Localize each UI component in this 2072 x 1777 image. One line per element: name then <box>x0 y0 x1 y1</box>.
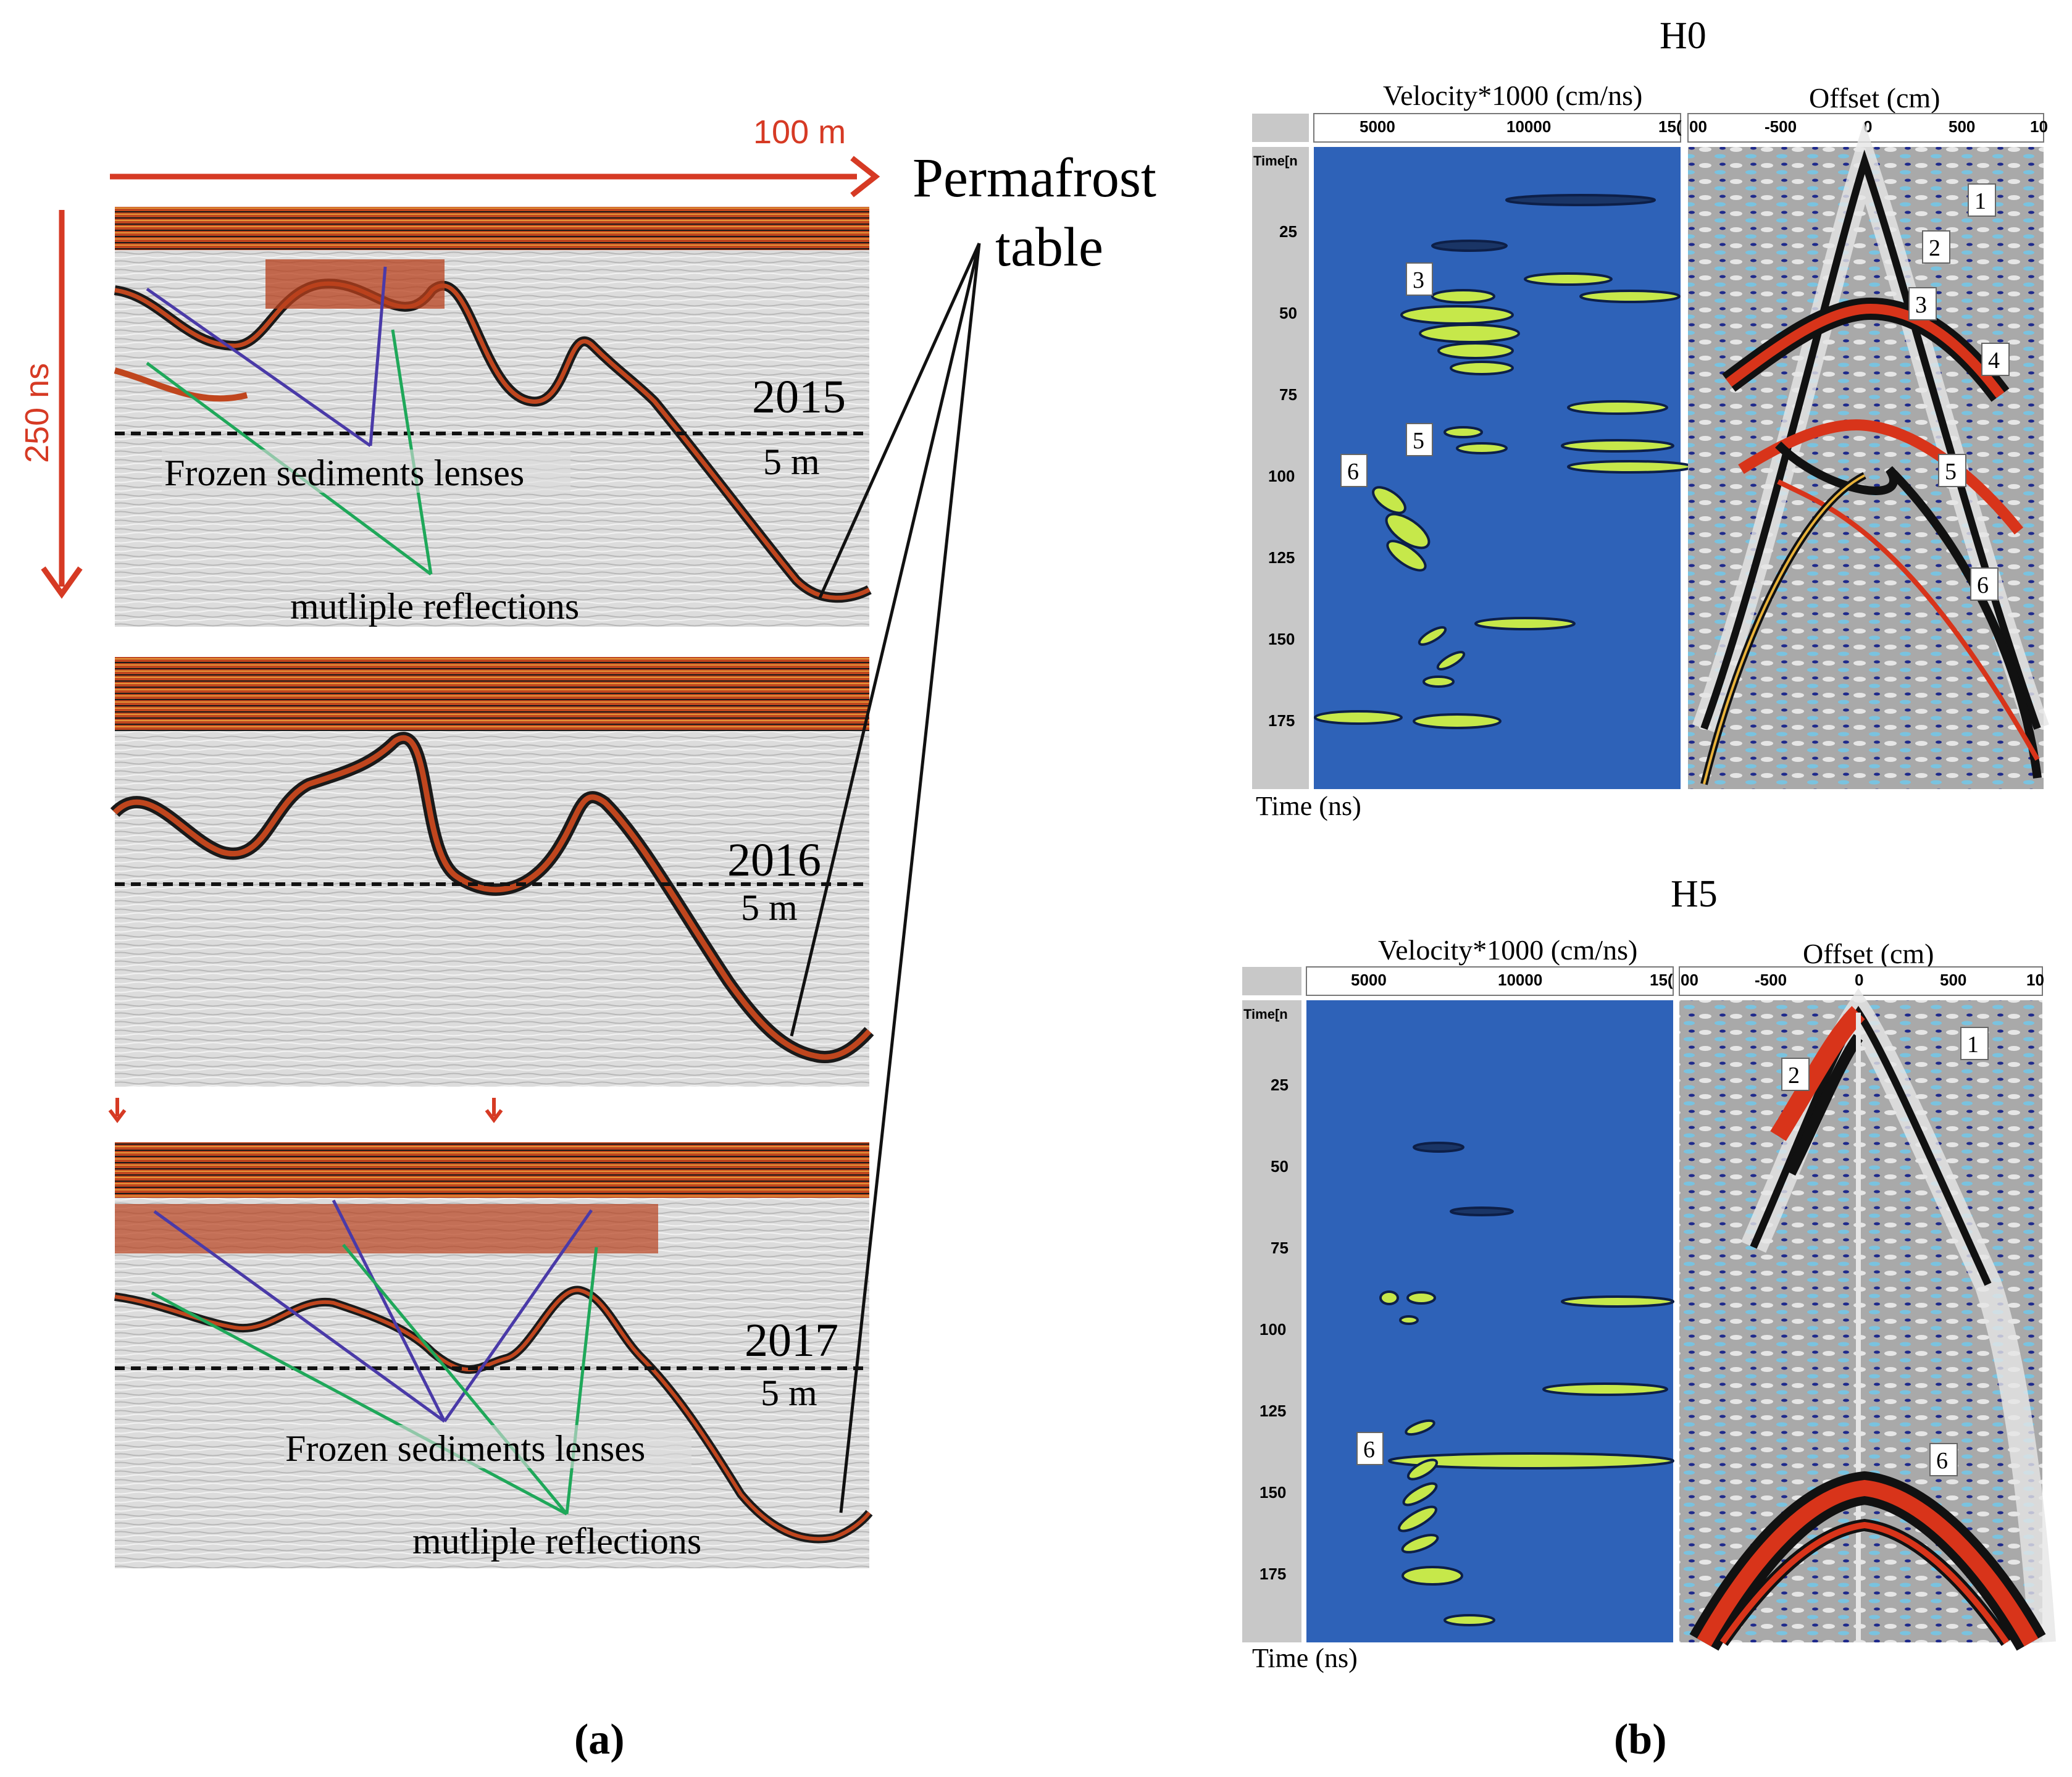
velocity-tick: 10000 <box>1506 117 1551 136</box>
offset-markers: 1 2 3 4 5 6 <box>1908 183 2010 601</box>
time-tick: 25 <box>1279 222 1297 241</box>
profile-2016: 2016 5 m <box>110 657 874 1087</box>
multiple-pointer-lines <box>151 1244 598 1516</box>
svg-text:2: 2 <box>1929 235 1940 261</box>
semblance-blobs <box>1379 1142 1674 1626</box>
depth-label: 5 m <box>761 1373 817 1413</box>
velocity-tick: 5000 <box>1351 971 1387 989</box>
time-tick: 175 <box>1268 711 1295 730</box>
block-title: H0 <box>1660 15 1706 57</box>
offset-tick: -500 <box>1765 117 1797 136</box>
offset-tick: 0 <box>1855 971 1863 989</box>
offset-tick: 10 <box>2026 971 2044 989</box>
velocity-axis-title: Velocity*1000 (cm/ns) <box>1378 934 1637 966</box>
lens-pointer-lines <box>146 266 387 448</box>
panel-b: H0 Velocity*1000 (cm/ns) Offset (cm) 500… <box>1242 15 2056 1763</box>
profile-year: 2015 <box>752 371 846 423</box>
svg-text:3: 3 <box>1413 267 1424 293</box>
svg-text:6: 6 <box>1936 1448 1948 1474</box>
offset-markers: 1 2 6 <box>1781 1027 1989 1476</box>
velocity-tick: 15( <box>1658 117 1682 136</box>
svg-text:4: 4 <box>1988 348 2000 374</box>
velocity-markers: 6 <box>1356 1432 1384 1465</box>
block-title: H5 <box>1671 873 1718 915</box>
time-tick: 150 <box>1268 630 1295 648</box>
permafrost-label: table <box>995 217 1103 278</box>
semblance-blobs <box>1314 194 1693 729</box>
profile-2015: 2015 5 m Frozen sediments lenses mutlipl… <box>114 207 872 627</box>
panel-a: 100 m 250 ns 2015 5 m Frozen sediments l… <box>19 114 1156 1763</box>
offset-tick: 500 <box>1940 971 1966 989</box>
svg-text:5: 5 <box>1413 428 1424 454</box>
velocity-markers: 3 5 6 <box>1340 262 1433 487</box>
time-tick: 75 <box>1271 1239 1289 1257</box>
time-tick: 100 <box>1259 1320 1286 1339</box>
time-axis-label: Time (ns) <box>1252 1643 1358 1673</box>
semblance-panel <box>1306 1000 1673 1642</box>
distance-arrow-head <box>850 156 880 198</box>
velocity-tick: 5000 <box>1360 117 1395 136</box>
time-tick: 25 <box>1271 1076 1289 1094</box>
permafrost-label: Permafrost <box>913 148 1156 209</box>
time-tick: 75 <box>1279 385 1297 404</box>
hyperbola-events <box>1692 121 2049 785</box>
time-tick: 100 <box>1268 467 1295 485</box>
svg-text:5: 5 <box>1945 459 1957 485</box>
time-arrow-head <box>41 566 83 599</box>
time-axis-label: Time (ns) <box>1256 791 1361 821</box>
offset-axis-title: Offset (cm) <box>1803 938 1934 969</box>
depth-label: 5 m <box>763 441 820 482</box>
time-tick: 50 <box>1271 1157 1289 1176</box>
velocity-axis-title: Velocity*1000 (cm/ns) <box>1383 80 1642 111</box>
profile-year: 2016 <box>727 834 821 886</box>
time-axis-header: Time[n <box>1243 1006 1288 1022</box>
svg-text:6: 6 <box>1977 572 1989 598</box>
lens-pointer-lines <box>153 1199 593 1423</box>
velocity-tick: 15( <box>1650 971 1673 989</box>
time-axis-header: Time[n <box>1253 153 1298 169</box>
time-tick: 50 <box>1279 304 1297 322</box>
hyperbola-events <box>1689 988 2056 1651</box>
frozen-lenses-label: Frozen sediments lenses <box>164 453 524 493</box>
offset-tick: 500 <box>1949 117 1975 136</box>
depth-label: 5 m <box>741 887 798 928</box>
offset-tick: 00 <box>1689 117 1707 136</box>
velocity-analysis-h5: H5 Velocity*1000 (cm/ns) Offset (cm) 500… <box>1242 873 2056 1673</box>
offset-tick: 10 <box>2030 117 2048 136</box>
time-tick: 175 <box>1259 1565 1286 1583</box>
svg-text:3: 3 <box>1915 292 1927 318</box>
svg-text:1: 1 <box>1974 188 1986 214</box>
svg-text:6: 6 <box>1363 1437 1375 1463</box>
profile-2017: 2017 5 m Frozen sediments lenses mutlipl… <box>114 1142 873 1568</box>
velocity-tick: 10000 <box>1498 971 1542 989</box>
offset-tick: 00 <box>1681 971 1698 989</box>
time-tick: 125 <box>1268 548 1295 567</box>
offset-axis-title: Offset (cm) <box>1809 82 1940 114</box>
distance-scale-label: 100 m <box>753 114 846 151</box>
permafrost-pointer-lines <box>790 242 981 1513</box>
svg-text:2: 2 <box>1788 1063 1800 1089</box>
marker-arrow <box>108 1098 127 1123</box>
time-scale-label: 250 ns <box>19 363 56 463</box>
profile-year: 2017 <box>745 1315 838 1366</box>
frozen-lenses-label: Frozen sediments lenses <box>285 1428 645 1469</box>
time-tick: 150 <box>1259 1483 1286 1502</box>
multiple-reflections-label: mutliple reflections <box>290 586 579 627</box>
velocity-analysis-h0: H0 Velocity*1000 (cm/ns) Offset (cm) 500… <box>1252 15 2049 821</box>
panel-caption: (b) <box>1614 1716 1667 1763</box>
panel-caption: (a) <box>574 1716 625 1763</box>
svg-text:1: 1 <box>1967 1032 1979 1058</box>
offset-tick: -500 <box>1755 971 1787 989</box>
marker-arrow <box>485 1098 503 1123</box>
svg-text:6: 6 <box>1347 459 1359 485</box>
multiple-reflections-label: mutliple reflections <box>412 1521 701 1562</box>
time-tick: 125 <box>1259 1402 1286 1420</box>
